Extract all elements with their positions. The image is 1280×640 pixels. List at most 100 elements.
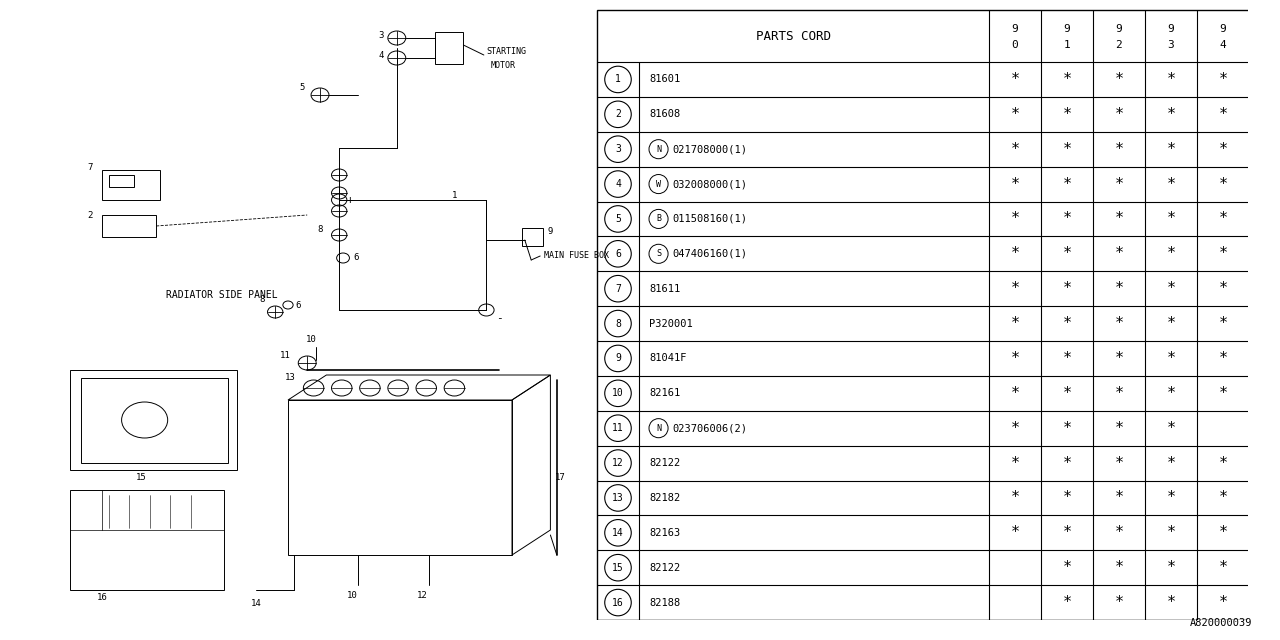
Text: *: * <box>1219 316 1228 331</box>
Text: 4: 4 <box>379 51 384 61</box>
Text: *: * <box>1062 281 1071 296</box>
Text: *: * <box>1062 595 1071 610</box>
Text: 6: 6 <box>296 301 301 310</box>
Text: 3: 3 <box>1167 40 1174 50</box>
Text: *: * <box>1115 141 1124 157</box>
Text: MAIN FUSE BOX: MAIN FUSE BOX <box>544 250 609 259</box>
Text: P320001: P320001 <box>649 319 692 328</box>
Text: 13: 13 <box>285 372 296 381</box>
Text: 81601: 81601 <box>649 74 680 84</box>
Text: 10: 10 <box>306 335 316 344</box>
Text: 9: 9 <box>1220 24 1226 34</box>
Text: *: * <box>1062 456 1071 470</box>
Text: *: * <box>1010 141 1020 157</box>
Bar <box>70 370 237 470</box>
Text: 15: 15 <box>136 474 146 483</box>
Text: 0: 0 <box>1011 40 1019 50</box>
Text: *: * <box>1010 490 1020 506</box>
Text: 12: 12 <box>612 458 623 468</box>
Bar <box>109 175 134 187</box>
Text: 12: 12 <box>417 591 428 600</box>
Text: *: * <box>1166 141 1175 157</box>
Bar <box>70 490 224 590</box>
Text: 14: 14 <box>612 528 623 538</box>
Text: *: * <box>1219 177 1228 191</box>
Text: *: * <box>1115 211 1124 227</box>
Text: 8: 8 <box>616 319 621 328</box>
Text: 81608: 81608 <box>649 109 680 119</box>
Text: *: * <box>1166 386 1175 401</box>
Text: 3: 3 <box>616 144 621 154</box>
Text: 11: 11 <box>612 423 623 433</box>
Text: *: * <box>1010 351 1020 366</box>
Text: 9: 9 <box>1167 24 1174 34</box>
Text: *: * <box>1115 386 1124 401</box>
Text: 4: 4 <box>1220 40 1226 50</box>
Text: STARTING: STARTING <box>486 47 526 56</box>
Text: 81041F: 81041F <box>649 353 686 364</box>
Text: 7: 7 <box>616 284 621 294</box>
Text: 15: 15 <box>612 563 623 573</box>
Text: *: * <box>1010 525 1020 540</box>
Text: 6: 6 <box>616 249 621 259</box>
Text: 16: 16 <box>612 598 623 607</box>
Text: 4: 4 <box>616 179 621 189</box>
Text: 6: 6 <box>353 253 358 262</box>
Text: 82122: 82122 <box>649 563 680 573</box>
Text: *: * <box>1166 490 1175 506</box>
Text: 3: 3 <box>379 31 384 40</box>
Text: 11: 11 <box>280 351 291 360</box>
Text: *: * <box>1166 72 1175 87</box>
Text: 10: 10 <box>612 388 623 398</box>
Text: N: N <box>657 145 660 154</box>
Text: *: * <box>1219 490 1228 506</box>
Text: *: * <box>1166 456 1175 470</box>
Text: *: * <box>1115 560 1124 575</box>
Text: *: * <box>1166 420 1175 436</box>
Text: 9: 9 <box>1011 24 1019 34</box>
Text: *: * <box>1062 490 1071 506</box>
Text: 16: 16 <box>97 593 108 602</box>
Text: *: * <box>1219 281 1228 296</box>
Text: *: * <box>1115 246 1124 261</box>
Text: *: * <box>1010 177 1020 191</box>
Bar <box>81 378 228 463</box>
Text: RADIATOR SIDE PANEL: RADIATOR SIDE PANEL <box>166 290 278 300</box>
Text: *: * <box>1115 595 1124 610</box>
Text: S: S <box>657 250 660 259</box>
Text: *: * <box>1062 177 1071 191</box>
Text: *: * <box>1219 525 1228 540</box>
Text: *: * <box>1219 351 1228 366</box>
Bar <box>522 228 543 246</box>
Text: 82188: 82188 <box>649 598 680 607</box>
Text: *: * <box>1166 246 1175 261</box>
Text: *: * <box>1115 72 1124 87</box>
Text: 9: 9 <box>1116 24 1123 34</box>
Text: *: * <box>1062 211 1071 227</box>
Text: *: * <box>1219 386 1228 401</box>
Text: 047406160(1): 047406160(1) <box>672 249 748 259</box>
Text: 10: 10 <box>347 591 357 600</box>
Text: *: * <box>1166 281 1175 296</box>
Text: 13: 13 <box>612 493 623 503</box>
Text: *: * <box>1062 141 1071 157</box>
Text: *: * <box>1115 316 1124 331</box>
Text: *: * <box>1166 107 1175 122</box>
Text: *: * <box>1115 351 1124 366</box>
Text: *: * <box>1062 72 1071 87</box>
Text: 1: 1 <box>1064 40 1070 50</box>
Text: *: * <box>1010 107 1020 122</box>
Text: *: * <box>1062 107 1071 122</box>
Text: 011508160(1): 011508160(1) <box>672 214 748 224</box>
Text: *: * <box>1115 177 1124 191</box>
Text: W: W <box>657 180 660 189</box>
Text: *: * <box>1166 177 1175 191</box>
Text: 14: 14 <box>251 598 261 607</box>
Text: 82161: 82161 <box>649 388 680 398</box>
Text: 8: 8 <box>317 225 323 234</box>
Text: *: * <box>1010 211 1020 227</box>
Bar <box>102 215 156 237</box>
Text: *: * <box>1166 525 1175 540</box>
Text: 8: 8 <box>260 296 265 305</box>
Text: 1: 1 <box>616 74 621 84</box>
